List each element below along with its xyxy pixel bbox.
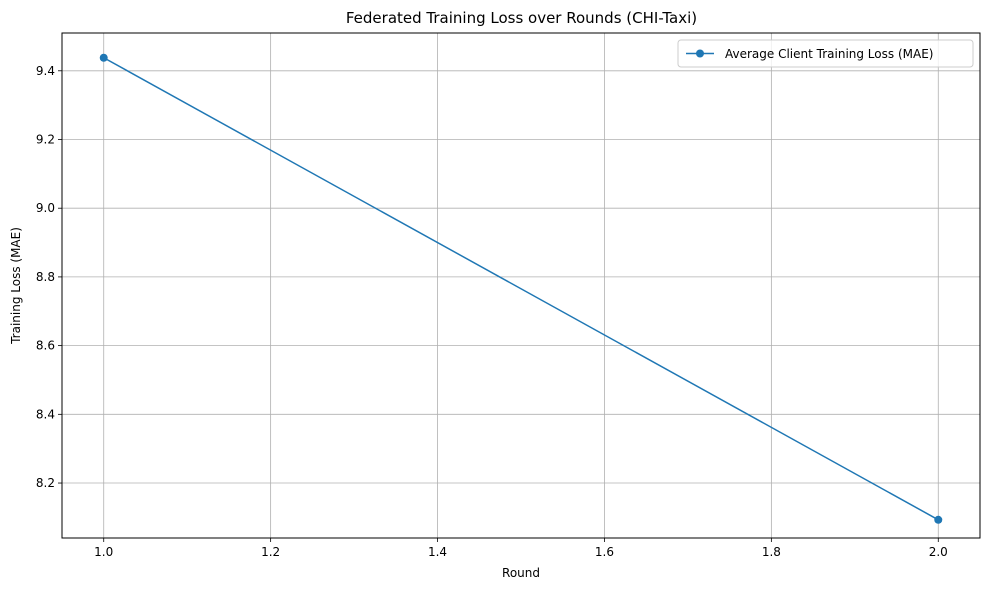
y-tick-label: 8.6	[36, 339, 55, 353]
series-line-1	[103, 57, 939, 521]
y-tick-label: 9.2	[36, 132, 55, 146]
y-tick-label: 9.4	[36, 64, 55, 78]
y-tick-label: 8.2	[36, 476, 55, 490]
legend-marker-swatch	[696, 49, 704, 58]
x-tick-label: 1.2	[261, 545, 280, 559]
y-tick-label: 8.4	[36, 407, 55, 421]
legend-label-series-1: Average Client Training Loss (MAE)	[725, 47, 933, 61]
y-tick-label: 8.8	[36, 270, 55, 284]
chart-title: Federated Training Loss over Rounds (CHI…	[346, 9, 697, 27]
y-axis: 8.2 8.4 8.6 8.8 9.0 9.2 9.4	[36, 64, 62, 490]
x-tick-label: 2.0	[929, 545, 948, 559]
legend: Average Client Training Loss (MAE)	[677, 39, 974, 68]
y-axis-label: Training Loss (MAE)	[9, 227, 23, 345]
data-point	[99, 53, 108, 62]
x-tick-label: 1.8	[762, 545, 781, 559]
x-tick-label: 1.0	[94, 545, 113, 559]
plot-area	[99, 53, 943, 524]
x-axis-label: Round	[502, 566, 540, 580]
x-tick-label: 1.6	[595, 545, 614, 559]
y-tick-label: 9.0	[36, 201, 55, 215]
grid	[62, 33, 980, 538]
data-point	[934, 515, 943, 524]
x-tick-label: 1.4	[428, 545, 447, 559]
x-axis: 1.0 1.2 1.4 1.6 1.8 2.0	[94, 538, 948, 559]
legend-box	[677, 39, 974, 68]
axes-frame	[61, 32, 981, 539]
